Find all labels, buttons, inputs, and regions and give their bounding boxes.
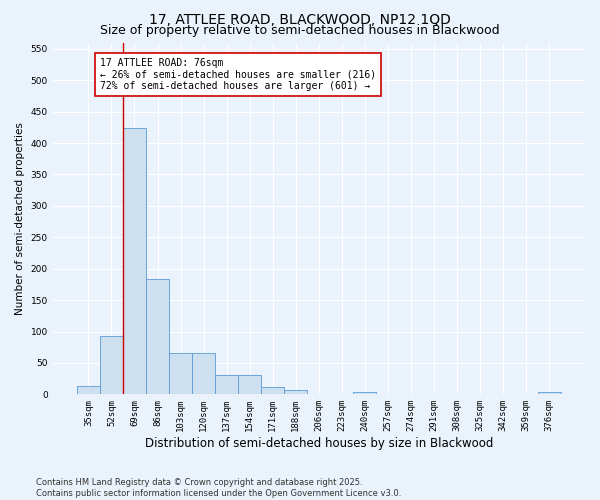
Text: 17 ATTLEE ROAD: 76sqm
← 26% of semi-detached houses are smaller (216)
72% of sem: 17 ATTLEE ROAD: 76sqm ← 26% of semi-deta… — [100, 58, 376, 92]
Bar — [77, 386, 100, 394]
Bar — [146, 280, 169, 394]
Text: Contains HM Land Registry data © Crown copyright and database right 2025.
Contai: Contains HM Land Registry data © Crown c… — [36, 478, 401, 498]
X-axis label: Distribution of semi-detached houses by size in Blackwood: Distribution of semi-detached houses by … — [145, 437, 493, 450]
Bar — [538, 392, 561, 394]
Bar — [261, 387, 284, 394]
Bar — [100, 336, 123, 394]
Bar — [284, 390, 307, 394]
Bar — [192, 354, 215, 395]
Text: 17, ATTLEE ROAD, BLACKWOOD, NP12 1QD: 17, ATTLEE ROAD, BLACKWOOD, NP12 1QD — [149, 12, 451, 26]
Bar — [215, 376, 238, 394]
Text: Size of property relative to semi-detached houses in Blackwood: Size of property relative to semi-detach… — [100, 24, 500, 37]
Bar — [169, 354, 192, 395]
Bar — [123, 128, 146, 394]
Bar — [238, 376, 261, 394]
Y-axis label: Number of semi-detached properties: Number of semi-detached properties — [15, 122, 25, 315]
Bar — [353, 392, 376, 394]
